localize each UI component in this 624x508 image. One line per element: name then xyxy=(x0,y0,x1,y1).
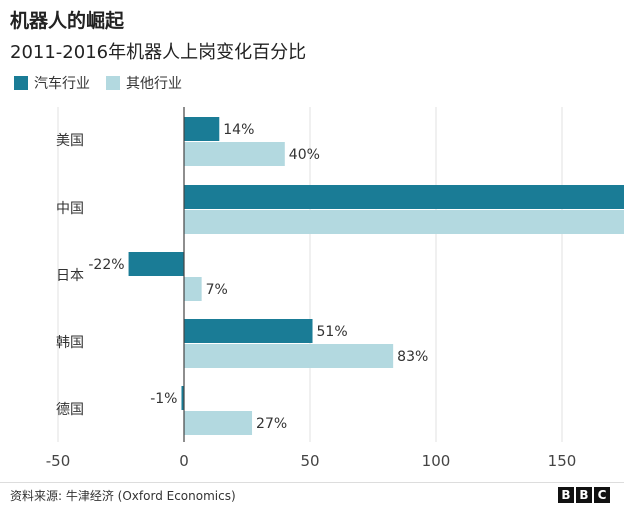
legend-item-other: 其他行业 xyxy=(106,73,182,93)
data-label: 14% xyxy=(223,122,254,138)
bar-other xyxy=(184,210,624,234)
legend-label-auto: 汽车行业 xyxy=(34,76,90,92)
legend-swatch-auto xyxy=(14,76,28,90)
bar-other xyxy=(184,277,202,301)
source-note: 资料来源: 牛津经济 (Oxford Economics) xyxy=(10,489,236,503)
category-label: 韩国 xyxy=(56,335,84,351)
bbc-logo-letter: B xyxy=(558,487,574,503)
legend-swatch-other xyxy=(106,76,120,90)
footer: 资料来源: 牛津经济 (Oxford Economics) B B C xyxy=(0,482,624,508)
bar-auto xyxy=(184,117,220,141)
data-label: 83% xyxy=(397,349,428,365)
bbc-logo-letter: B xyxy=(576,487,592,503)
bbc-logo-letter: C xyxy=(594,487,610,503)
x-tick-label: 50 xyxy=(300,452,319,470)
bar-auto xyxy=(128,252,184,276)
x-tick-label: 0 xyxy=(179,452,189,470)
category-label: 德国 xyxy=(56,402,84,418)
bar-auto xyxy=(184,319,313,343)
bar-chart: -50050100150200250300美国14%40%中国199%267%日… xyxy=(46,107,624,470)
bar-auto xyxy=(181,386,184,410)
data-label: -1% xyxy=(150,391,177,407)
bar-other xyxy=(184,411,253,435)
category-label: 中国 xyxy=(56,201,84,217)
x-tick-label: 150 xyxy=(548,452,577,470)
bar-auto xyxy=(184,185,624,209)
data-label: 40% xyxy=(289,147,320,163)
category-label: 美国 xyxy=(56,133,84,149)
x-tick-label: -50 xyxy=(46,452,71,470)
chart-title: 机器人的崛起 xyxy=(10,10,125,32)
legend: 汽车行业 其他行业 xyxy=(14,73,198,93)
bar-other xyxy=(184,142,285,166)
data-label: 27% xyxy=(256,416,287,432)
data-label: 51% xyxy=(317,324,348,340)
bbc-logo: B B C xyxy=(556,487,610,503)
data-label: 7% xyxy=(206,282,228,298)
legend-item-auto: 汽车行业 xyxy=(14,73,90,93)
legend-label-other: 其他行业 xyxy=(126,76,182,92)
category-label: 日本 xyxy=(56,268,84,284)
bar-other xyxy=(184,344,394,368)
x-tick-label: 100 xyxy=(422,452,451,470)
chart-subtitle: 2011-2016年机器人上岗变化百分比 xyxy=(10,42,307,63)
data-label: -22% xyxy=(88,257,124,273)
